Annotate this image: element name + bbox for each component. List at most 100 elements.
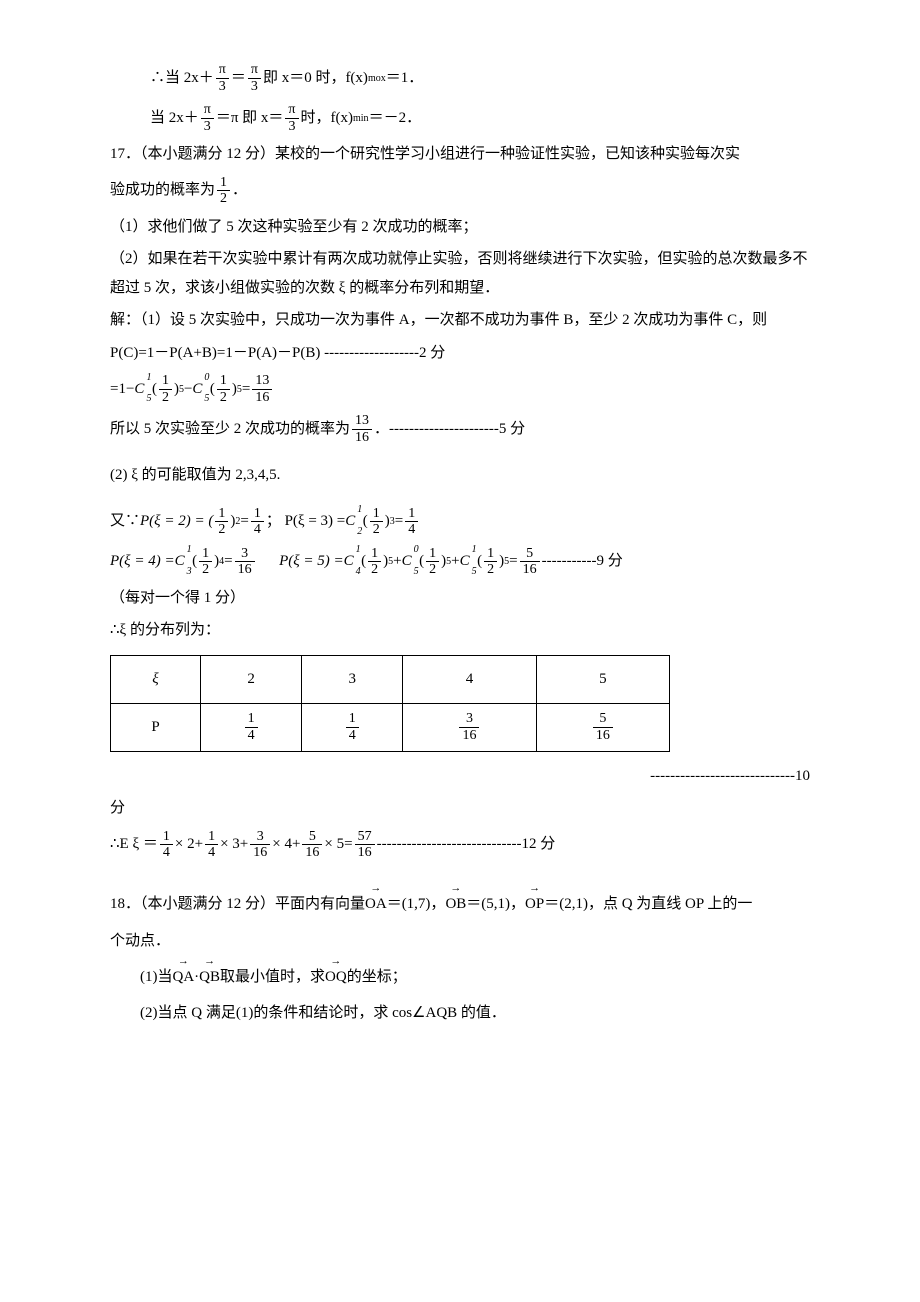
text: P(ξ = 4) =: [110, 547, 175, 576]
p17-sol1: 解：（1）设 5 次实验中，只成功一次为事件 A，一次都不成功为事件 B，至少 …: [110, 306, 810, 335]
text: ＝－2．: [369, 104, 422, 133]
text: ＝: [231, 64, 246, 93]
fraction-half: 12: [215, 506, 228, 538]
p17-sol5: (2) ξ 的可能取值为 2,3,4,5.: [110, 461, 810, 490]
text: × 2+: [175, 830, 203, 859]
fraction-half: 12: [199, 546, 212, 578]
combination-c15: C15: [460, 547, 470, 576]
fraction-3-16: 316: [235, 546, 255, 578]
table-row: ξ 2 3 4 5: [111, 655, 670, 703]
text: =: [242, 375, 250, 404]
fraction-pi-3: π3: [216, 62, 229, 94]
fraction-1-4: 14: [205, 829, 218, 861]
fraction-5-16: 516: [302, 829, 322, 861]
fraction-half: 12: [368, 546, 381, 578]
text: (: [477, 547, 482, 576]
p17-sol8: （每对一个得 1 分）: [110, 584, 810, 613]
text: 所以 5 次实验至少 2 次成功的概率为: [110, 415, 350, 444]
subscript: min: [353, 109, 369, 128]
text: =: [395, 507, 403, 536]
spacer: [257, 547, 280, 576]
fraction-3-16: 316: [250, 829, 270, 861]
text: 即 x＝0 时，f(x): [263, 64, 368, 93]
table-cell: 316: [403, 703, 536, 751]
text: (: [192, 547, 197, 576]
fraction-pi-3: π3: [285, 102, 298, 134]
fraction-pi-3: π3: [248, 62, 261, 94]
table-cell: 14: [201, 703, 302, 751]
p17-title: 17．（本小题满分 12 分）某校的一个研究性学习小组进行一种验证性实验，已知该…: [110, 140, 810, 169]
vector-oq: OQ: [325, 963, 347, 992]
table-cell: 4: [403, 655, 536, 703]
distribution-table: ξ 2 3 4 5 P 14 14 316 516: [110, 655, 670, 752]
fraction-1-4: 14: [160, 829, 173, 861]
table-cell: 516: [536, 703, 669, 751]
p17-q2: （2）如果在若干次实验中累计有两次成功就停止实验，否则将继续进行下次实验，但实验…: [110, 245, 810, 302]
combination-c05: C05: [192, 375, 202, 404]
fraction-13-16: 1316: [252, 373, 272, 405]
text: =1−: [110, 375, 134, 404]
vector-oa: OA: [365, 890, 387, 919]
p17-sol9: ∴ξ 的分布列为：: [110, 616, 810, 645]
table-cell: P: [111, 703, 201, 751]
table-cell: 2: [201, 655, 302, 703]
text: =: [509, 547, 517, 576]
text: 18．（本小题满分 12 分）平面内有向量: [110, 890, 365, 919]
table-cell: 14: [302, 703, 403, 751]
text: (: [361, 547, 366, 576]
text: P(ξ = 2) = (: [140, 507, 213, 536]
text: 又∵: [110, 507, 140, 536]
combination-c05: C05: [402, 547, 412, 576]
text: × 3+: [220, 830, 248, 859]
fraction-1-4: 14: [251, 506, 264, 538]
text: 时，f(x): [301, 104, 354, 133]
text: ＝(1,7)，: [387, 890, 446, 919]
text: −: [184, 375, 192, 404]
combination-c15: C15: [134, 375, 144, 404]
text: ＝1．: [386, 64, 424, 93]
p17-sol2: P(C)=1－P(A+B)=1－P(A)－P(B) --------------…: [110, 339, 810, 368]
text: =: [224, 547, 232, 576]
fraction-half: 12: [484, 546, 497, 578]
fraction-1-4: 14: [405, 506, 418, 538]
p17-q1: （1）求他们做了 5 次这种实验至少有 2 次成功的概率；: [110, 213, 810, 242]
text: ．----------------------5 分: [374, 415, 525, 444]
table-cell: 5: [536, 655, 669, 703]
p17-sol3: =1− C15 ( 12)5 − C05 ( 12)5 = 1316: [110, 371, 810, 407]
text: (: [419, 547, 424, 576]
text: ∴E ξ ＝: [110, 830, 158, 859]
table-cell: 3: [302, 655, 403, 703]
text: (1)当: [140, 963, 173, 992]
combination-c13: C13: [175, 547, 185, 576]
table-cell: ξ: [111, 655, 201, 703]
text: ＝(5,1)，: [466, 890, 525, 919]
p17-score10b: 分: [110, 794, 810, 823]
fraction-half: 12: [217, 175, 230, 207]
text: +: [393, 547, 401, 576]
p16-sol-line1: ∴当 2x＋ π3 ＝ π3 即 x＝0 时，f(x) mox ＝1．: [110, 60, 810, 96]
p17-sol4: 所以 5 次实验至少 2 次成功的概率为 1316 ．-------------…: [110, 411, 810, 447]
text: 当 2x＋: [150, 104, 199, 133]
vector-op: OP: [525, 890, 544, 919]
text: 验成功的概率为: [110, 176, 215, 205]
text: =: [240, 507, 248, 536]
text: ∴当 2x＋: [150, 64, 214, 93]
subscript: mox: [368, 69, 386, 88]
p18-title: 18．（本小题满分 12 分）平面内有向量 OA ＝(1,7)， OB ＝(5,…: [110, 887, 810, 923]
text: ＝π 即 x＝: [216, 104, 284, 133]
p17-title-cont: 验成功的概率为 12 ．: [110, 173, 810, 209]
fraction-5-16: 516: [520, 546, 540, 578]
table-row: P 14 14 316 516: [111, 703, 670, 751]
text: -----------9 分: [542, 547, 623, 576]
vector-qa: QA: [173, 963, 195, 992]
text: × 4+: [272, 830, 300, 859]
fraction-57-16: 5716: [355, 829, 375, 861]
p17-sol7: P(ξ = 4) = C13 ( 12 )4 = 316 P(ξ = 5) = …: [110, 544, 810, 580]
text: +: [451, 547, 459, 576]
text: × 5=: [324, 830, 352, 859]
p16-sol-line2: 当 2x＋ π3 ＝π 即 x＝ π3 时，f(x) min ＝－2．: [110, 100, 810, 136]
text: P(ξ = 5) =: [279, 547, 344, 576]
vector-ob: OB: [445, 890, 466, 919]
text: -----------------------------12 分: [377, 830, 556, 859]
p17-sol6: 又∵ P(ξ = 2) = ( 12 )2 = 14 ； P(ξ = 3) = …: [110, 504, 810, 540]
